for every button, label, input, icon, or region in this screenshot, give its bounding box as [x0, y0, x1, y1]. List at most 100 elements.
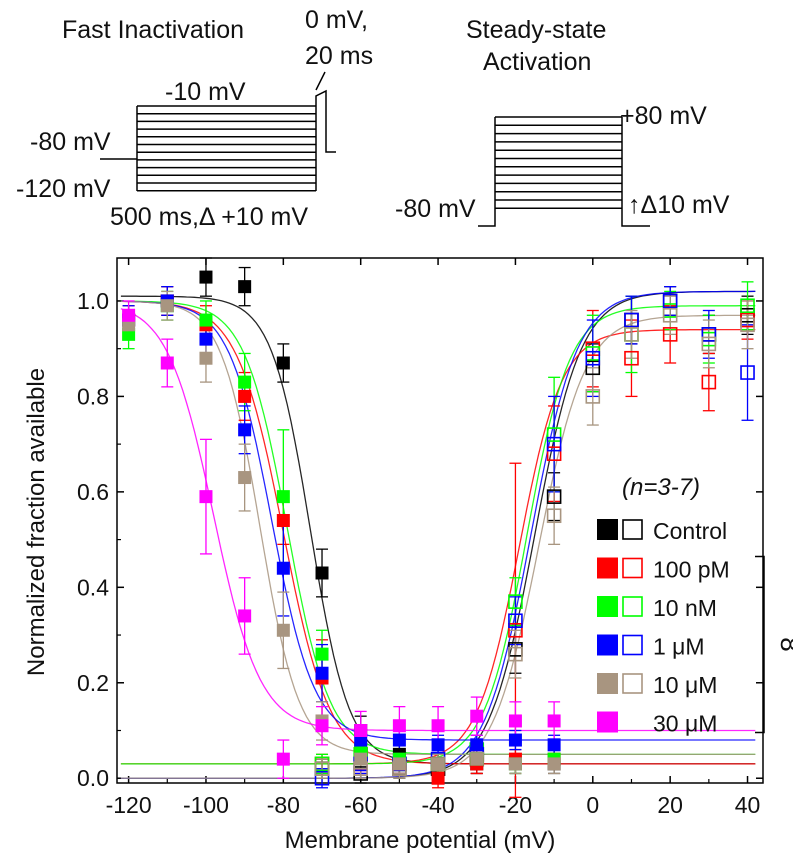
- axes: -120 -100 -80 -60 -40 -20 0 20 400.00.20.40.60.8…: [77, 257, 764, 818]
- activation-point: [701, 374, 717, 390]
- inactivation-point: [354, 724, 368, 737]
- activation-point: [314, 761, 330, 776]
- activation-point: [546, 436, 562, 452]
- inactivation-point: [315, 666, 329, 680]
- inactivation-point: [238, 471, 252, 485]
- legend-label: 1 μM: [653, 634, 705, 660]
- activation-point: [508, 622, 523, 638]
- inactivation-point: [276, 514, 290, 527]
- bracket-label: 8: [775, 637, 793, 651]
- concentration-bracket: [755, 555, 765, 734]
- x-tick-label: -100: [183, 792, 229, 818]
- x-axis-label: Membrane potential (mV): [285, 827, 556, 854]
- y-tick-label: 0.2: [77, 670, 109, 696]
- legend-filled-swatch: [597, 519, 618, 540]
- legend-open-swatch: [622, 519, 643, 540]
- activation-point: [508, 594, 523, 609]
- x-tick-label: -120: [106, 792, 152, 818]
- inactivation-top-voltage: -10 mV: [165, 78, 246, 106]
- inactivation-point: [276, 752, 290, 766]
- inactivation-point: [238, 423, 252, 437]
- data-points: [122, 270, 755, 786]
- activation-point: [546, 489, 562, 504]
- activation-point: [662, 293, 678, 309]
- inactivation-point: [199, 490, 213, 504]
- activation-title-line1: Steady-state: [466, 16, 606, 44]
- legend-entry: 1 μM: [597, 634, 705, 660]
- inactivation-step-traces: [100, 89, 336, 192]
- x-tick-label: 20: [657, 792, 683, 818]
- inactivation-protocol: Fast Inactivation 0 mV, 20 ms -10 mV -80…: [16, 6, 373, 231]
- activation-point: [546, 427, 562, 442]
- inactivation-point: [160, 356, 174, 370]
- activation-title-line2: Activation: [483, 48, 591, 76]
- legend-entry: 10 nM: [597, 595, 717, 621]
- test-pulse-pointer: [315, 71, 326, 91]
- inactivation-point: [276, 623, 290, 637]
- activation-point: [585, 389, 601, 404]
- inactivation-point: [160, 299, 174, 313]
- activation-protocol: Steady-state Activation +80 mV -80 mV ↑Δ…: [395, 16, 730, 227]
- activation-step-traces: [478, 116, 650, 227]
- legend-label: 10 μM: [653, 672, 717, 698]
- legend-open-swatch: [622, 596, 643, 617]
- inactivation-point: [238, 389, 252, 403]
- inactivation-point: [431, 738, 445, 752]
- inactivation-point: [431, 757, 445, 771]
- inactivation-point: [470, 738, 484, 752]
- inactivation-step-info: 500 ms,Δ +10 mV: [110, 203, 308, 231]
- legend-filled-swatch: [597, 673, 618, 694]
- inactivation-point: [199, 270, 213, 284]
- legend-entry: 30 μM: [597, 711, 717, 737]
- legend-label: 10 nM: [653, 595, 717, 621]
- inactivation-test-pulse: [315, 89, 336, 191]
- activation-point: [701, 336, 717, 352]
- x-tick-label: -40: [421, 792, 454, 818]
- activation-point: [662, 327, 678, 342]
- activation-point: [508, 646, 523, 662]
- inactivation-point: [354, 752, 368, 766]
- activation-step-info: ↑Δ10 mV: [628, 191, 730, 219]
- inactivation-point: [199, 351, 213, 365]
- inactivation-point: [392, 757, 406, 771]
- inactivation-point: [431, 719, 445, 733]
- legend-entry: Control: [597, 518, 727, 544]
- activation-point: [662, 307, 678, 323]
- main-chart: -120 -100 -80 -60 -40 -20 0 20 400.00.20.40.60.8…: [23, 257, 764, 854]
- activation-point: [624, 350, 639, 366]
- inactivation-point: [547, 738, 561, 752]
- inactivation-point: [470, 752, 484, 766]
- activation-point: [585, 360, 601, 376]
- inactivation-point: [508, 757, 522, 771]
- y-axis-label: Normalized fraction available: [23, 368, 50, 676]
- inactivation-point: [276, 356, 290, 370]
- legend-label: Control: [653, 518, 727, 544]
- y-tick-label: 0.0: [77, 765, 109, 791]
- legend-filled-swatch: [597, 557, 618, 579]
- x-tick-label: 40: [735, 792, 761, 818]
- inactivation-point: [470, 709, 484, 723]
- legend-open-swatch: [622, 673, 643, 694]
- inactivation-point: [392, 719, 406, 733]
- activation-point: [314, 770, 330, 786]
- inactivation-title: Fast Inactivation: [62, 16, 244, 44]
- activation-point: [624, 312, 639, 328]
- activation-point: [546, 508, 562, 524]
- inactivation-holding-voltage: -80 mV: [30, 128, 111, 156]
- inactivation-point: [431, 771, 445, 785]
- y-tick-label: 0.4: [77, 574, 109, 600]
- x-tick-label: -80: [267, 792, 300, 818]
- legend-filled-swatch: [597, 634, 618, 656]
- activation-point: [585, 350, 601, 366]
- activation-step-return: [621, 117, 650, 227]
- test-pulse-label-line2: 20 ms: [305, 42, 373, 70]
- x-tick-label: 0: [586, 792, 599, 818]
- legend-n-label: (n=3-7): [622, 474, 700, 501]
- inactivation-point: [238, 609, 252, 623]
- activation-point: [740, 298, 755, 314]
- legend-open-swatch: [622, 557, 643, 579]
- inactivation-point: [199, 313, 213, 327]
- activation-point: [740, 317, 755, 333]
- legend-filled-swatch: [597, 711, 618, 733]
